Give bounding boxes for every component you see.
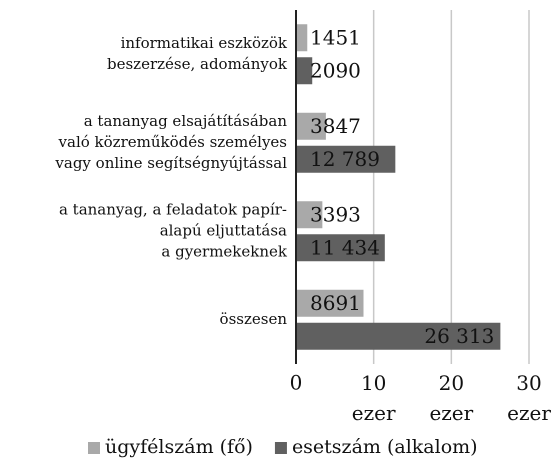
bar <box>296 234 385 262</box>
bar <box>296 145 396 173</box>
bar <box>296 57 313 85</box>
category-label: a tananyag, a feladatok papír-alapú elju… <box>59 200 288 260</box>
value-label: 11 434 <box>310 235 380 259</box>
legend-swatch <box>88 442 100 454</box>
bar <box>296 112 326 140</box>
value-label: 26 313 <box>424 324 494 348</box>
value-label: 2090 <box>310 58 361 82</box>
bar <box>296 289 364 317</box>
legend-label: esetszám (alkalom) <box>292 436 478 458</box>
value-label: 8691 <box>310 291 361 315</box>
category-label: összesen <box>220 310 288 328</box>
x-tick-label: 30 ezer <box>507 371 551 425</box>
value-label: 3393 <box>310 202 361 226</box>
category-label: informatikai eszközök beszerzése, adomány… <box>107 34 288 73</box>
bar <box>296 322 501 350</box>
x-tick-label: 20 ezer <box>429 371 473 425</box>
category-label: a tananyag elsajátításában való közreműkö… <box>54 112 287 172</box>
x-tick-label: 0 <box>290 371 303 395</box>
bar <box>296 24 308 52</box>
legend-label: ügyfélszám (fő) <box>105 436 253 458</box>
legend-swatch <box>274 442 287 454</box>
value-label: 3847 <box>310 114 361 138</box>
x-tick-label: 10 ezer <box>352 371 396 425</box>
bar <box>296 201 323 229</box>
value-label: 12 789 <box>310 147 380 171</box>
value-label: 1451 <box>310 25 361 49</box>
